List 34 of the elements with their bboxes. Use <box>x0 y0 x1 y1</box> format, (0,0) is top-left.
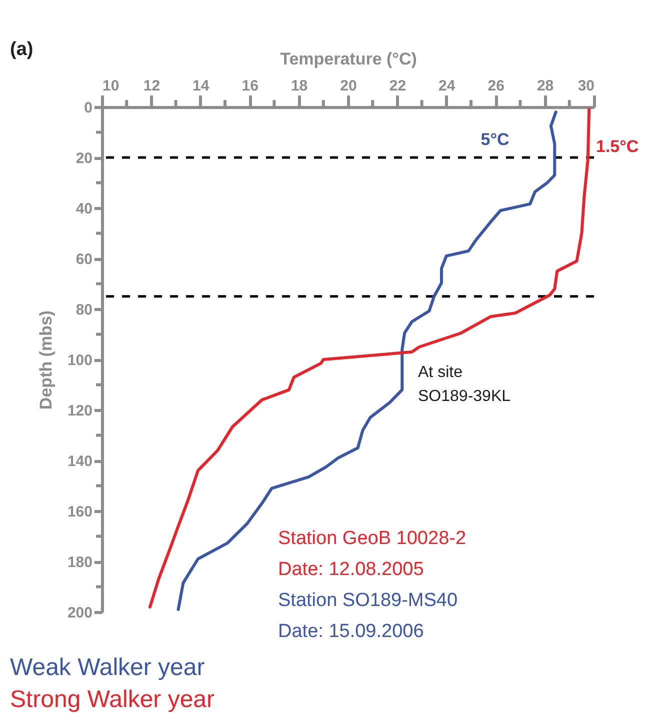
y-tick-label: 120 <box>67 402 92 420</box>
y-tick-label: 0 <box>84 100 92 116</box>
y-tick-label: 40 <box>76 200 92 218</box>
x-axis-title: Temperature (°C) <box>280 50 417 68</box>
y-tick-label: 180 <box>67 554 92 571</box>
x-tick-label: 24 <box>438 78 456 94</box>
y-tick-label: 60 <box>76 251 92 268</box>
text: Strong Walker year <box>10 686 215 713</box>
y-axis-title: Depth (mbs) <box>36 310 56 410</box>
x-tick-label: 26 <box>488 78 504 94</box>
text: Weak Walker year <box>10 654 205 681</box>
y-tick-label: 80 <box>76 302 92 318</box>
chart-title: (a) <box>10 39 34 60</box>
x-tick-label: 16 <box>242 78 258 94</box>
annotation: Station SO189-MS40 <box>278 590 458 611</box>
x-tick-label: 30 <box>578 78 594 94</box>
y-tick-label: 160 <box>67 504 92 520</box>
y-tick-label: 20 <box>76 150 92 167</box>
annotation: 5°C <box>480 130 510 149</box>
annotation: Date: 12.08.2005 <box>278 559 424 580</box>
x-tick-label: 22 <box>389 78 406 94</box>
text: Date: 15.09.2006 <box>278 621 424 642</box>
y-tick-label: 100 <box>67 352 92 369</box>
y-tick-label: 140 <box>67 453 92 470</box>
x-tick-label: 10 <box>102 78 120 94</box>
x-tick-label: 18 <box>290 78 308 94</box>
y-tick-label: 200 <box>67 604 92 622</box>
x-tick-label: 12 <box>143 78 160 94</box>
annotation: At site SO189-39KL <box>418 364 511 405</box>
text: 1.5°C <box>596 137 639 156</box>
annotation: Station GeoB 10028-2 <box>278 528 466 549</box>
x-tick-label: 28 <box>536 78 554 94</box>
x-tick-label: 14 <box>192 78 210 94</box>
x-tick-label: 20 <box>340 78 357 94</box>
